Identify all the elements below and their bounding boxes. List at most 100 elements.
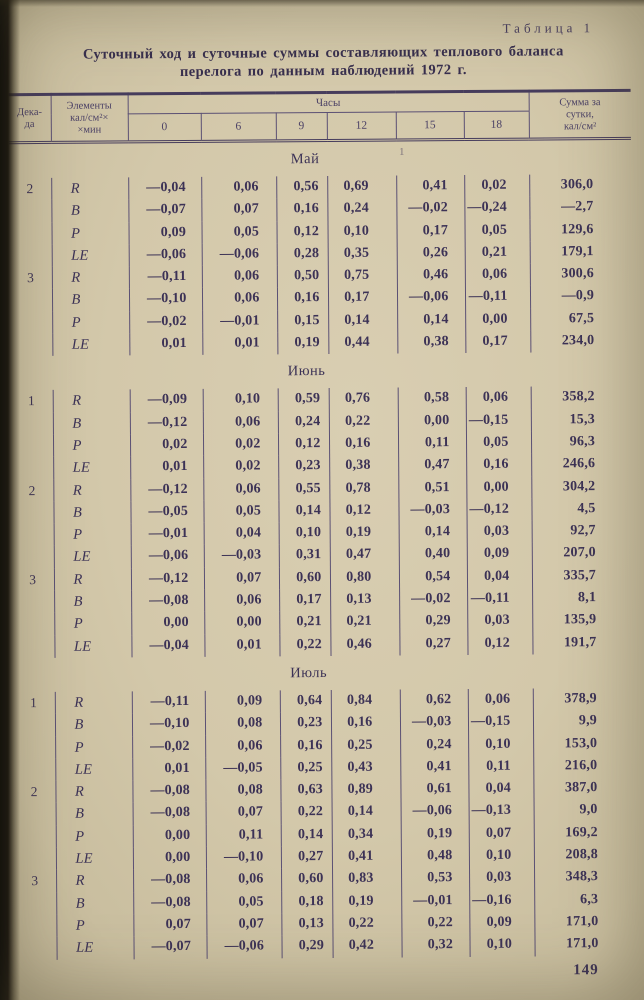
value-cell: —0,08 xyxy=(133,891,207,915)
value-cell: —0,12 xyxy=(130,567,205,591)
value-cell: 0,50 xyxy=(276,265,328,288)
value-cell: 0,55 xyxy=(278,477,330,501)
element-label: B xyxy=(52,412,130,435)
value-cell: 0,00 xyxy=(466,476,532,499)
value-cell: 0,06 xyxy=(204,589,280,613)
month-row: Июль xyxy=(13,654,635,692)
value-cell: —0,02 xyxy=(132,735,206,759)
value-cell: 0,22 xyxy=(332,912,402,936)
value-cell: 0,35 xyxy=(327,242,397,266)
sum-cell: 8,1 xyxy=(532,586,635,610)
header-hour-6: 6 xyxy=(200,112,276,142)
sum-cell: 246,6 xyxy=(531,453,634,477)
sum-cell: 208,8 xyxy=(533,843,637,867)
value-cell: 0,84 xyxy=(330,689,400,713)
sum-cell: 171,0 xyxy=(534,933,637,957)
sum-cell: 207,0 xyxy=(531,542,634,566)
element-label: B xyxy=(54,713,133,737)
sum-cell: —0,9 xyxy=(529,285,633,309)
value-cell: —0,10 xyxy=(205,846,282,870)
value-cell: 0,21 xyxy=(464,241,530,265)
sum-cell: 191,7 xyxy=(532,631,635,655)
value-cell: 0,13 xyxy=(330,588,400,612)
value-cell: 0,12 xyxy=(467,632,533,655)
sum-cell: 92,7 xyxy=(531,520,634,544)
value-cell: 0,11 xyxy=(468,755,534,779)
value-cell: 0,23 xyxy=(279,712,332,735)
element-label: P xyxy=(55,735,133,759)
value-cell: —0,11 xyxy=(128,266,202,289)
month-title: Июнь xyxy=(287,363,326,380)
value-cell: 0,47 xyxy=(329,543,399,567)
element-label: LE xyxy=(51,244,129,268)
value-cell: 0,04 xyxy=(203,522,279,546)
value-cell: —0,01 xyxy=(130,523,204,546)
sum-cell: 335,7 xyxy=(531,564,635,588)
scan-stray-mark: 1 xyxy=(399,146,405,158)
value-cell: —0,08 xyxy=(133,869,207,892)
value-cell: 0,16 xyxy=(280,734,332,758)
value-cell: 0,19 xyxy=(277,332,329,355)
value-cell: 0,17 xyxy=(396,219,465,243)
element-label: R xyxy=(52,389,130,413)
sum-cell: 129,6 xyxy=(529,218,632,242)
value-cell: 0,05 xyxy=(203,500,279,524)
sum-cell: —2,7 xyxy=(529,196,632,220)
value-cell: 0,06 xyxy=(201,287,278,311)
header-elements: Элементы кал/см²× ×мин xyxy=(50,93,128,143)
value-cell: 0,41 xyxy=(331,845,402,869)
value-cell: —0,05 xyxy=(130,500,204,524)
sum-cell: 9,9 xyxy=(532,710,636,734)
value-cell: —0,06 xyxy=(396,286,466,310)
sum-cell: 358,2 xyxy=(530,386,633,410)
value-cell: 0,58 xyxy=(397,387,466,411)
value-cell: 0,53 xyxy=(401,867,470,891)
value-cell: 0,69 xyxy=(327,175,397,199)
value-cell: —0,06 xyxy=(130,545,204,569)
value-cell: 0,12 xyxy=(329,499,399,523)
value-cell: 0,32 xyxy=(401,934,470,957)
decade-cell xyxy=(14,937,56,960)
sum-cell: 378,9 xyxy=(532,687,635,711)
value-cell: 0,09 xyxy=(466,543,532,566)
value-cell: —0,12 xyxy=(129,411,203,435)
value-cell: 0,00 xyxy=(131,612,205,636)
value-cell: 0,16 xyxy=(328,432,399,456)
value-cell: 0,21 xyxy=(279,611,331,634)
value-cell: 0,07 xyxy=(201,198,277,222)
value-cell: 0,02 xyxy=(464,174,530,198)
element-label: R xyxy=(54,691,132,715)
element-label: LE xyxy=(53,545,131,569)
value-cell: 0,04 xyxy=(466,565,533,589)
value-cell: 0,06 xyxy=(206,868,282,892)
table-body: Май 2 R —0,04 0,06 0,56 0,69 0,41 0,02 306,0 B —0,0… xyxy=(9,138,637,960)
value-cell: 0,41 xyxy=(396,175,465,198)
value-cell: 0,06 xyxy=(201,265,277,289)
value-cell: 0,29 xyxy=(281,935,333,958)
value-cell: 0,11 xyxy=(397,431,467,455)
value-cell: 0,07 xyxy=(205,801,281,825)
element-label: P xyxy=(55,825,133,848)
element-label: LE xyxy=(53,456,131,480)
element-label: LE xyxy=(56,936,134,960)
value-cell: 0,06 xyxy=(201,176,277,200)
value-cell: —0,05 xyxy=(205,757,281,780)
sum-cell: 4,5 xyxy=(531,497,634,521)
value-cell: —0,10 xyxy=(131,713,206,736)
value-cell: 0,03 xyxy=(467,609,533,633)
value-cell: 0,83 xyxy=(332,867,402,891)
value-cell: 0,10 xyxy=(468,844,535,868)
value-cell: 0,44 xyxy=(328,331,398,355)
value-cell: 0,21 xyxy=(330,610,400,634)
value-cell: 0,22 xyxy=(280,801,332,825)
value-cell: 0,10 xyxy=(468,733,534,756)
value-cell: —0,12 xyxy=(466,498,532,522)
value-cell: 0,24 xyxy=(400,733,469,757)
header-hour-15: 15 xyxy=(395,111,464,141)
value-cell: —0,24 xyxy=(464,196,530,220)
element-label: P xyxy=(54,612,132,636)
value-cell: —0,03 xyxy=(398,498,467,522)
decade-cell xyxy=(14,826,56,849)
value-cell: 0,07 xyxy=(203,567,280,590)
